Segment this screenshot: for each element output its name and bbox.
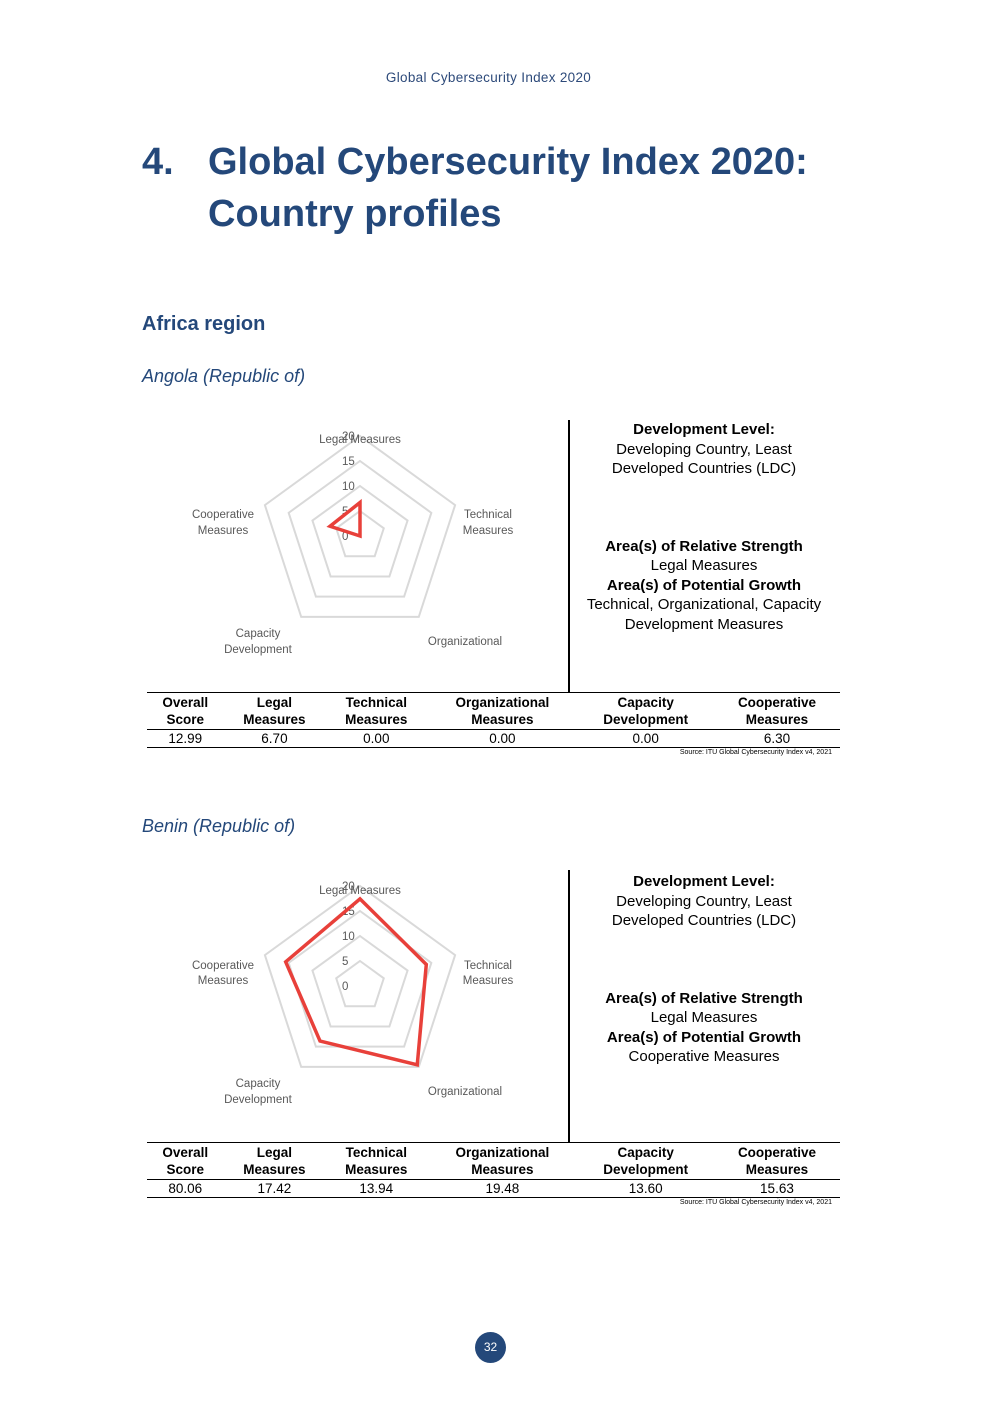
axis-label-technical: Technical [464, 509, 512, 521]
radar-chart: 0 5 10 15 20 Legal Measures Technical Measur… [192, 881, 514, 1106]
radar-gridline [335, 959, 385, 1008]
score-technical: 13.94 [325, 1179, 428, 1198]
header-technical-measures: Technical Measures [325, 1142, 428, 1180]
header-technical-measures: Technical Measures [325, 692, 428, 730]
score-technical: 0.00 [325, 729, 428, 748]
potential-growth-value: Technical, Organizational, Capacity [586, 596, 822, 613]
axis-label-technical: Measures [463, 975, 514, 987]
development-level-value: Developed Countries (LDC) [611, 460, 797, 477]
radar-tick-label: 0 [342, 531, 348, 543]
radar-tick-label: 5 [342, 956, 348, 968]
radar-gridline [287, 459, 433, 598]
source-note: Source: ITU Global Cybersecurity Index v… [679, 1199, 832, 1206]
divider-line [568, 870, 570, 1142]
country-heading: Angola (Republic of) [142, 366, 306, 386]
score-table: Overall Score Legal Measures Technical Meas… [147, 692, 840, 748]
source-note: Source: ITU Global Cybersecurity Index v… [679, 749, 832, 756]
axis-label-organizational: Organizational [428, 1086, 502, 1098]
header-legal-measures: Legal Measures [223, 1142, 326, 1180]
axis-label-cooperative: Cooperative [192, 960, 254, 972]
chapter-number: 4. [142, 141, 174, 183]
relative-strength-label: Area(s) of Relative Strength [605, 989, 803, 1007]
potential-growth-value: Cooperative Measures [628, 1048, 780, 1065]
header-overall-score: Overall Score [147, 692, 224, 730]
running-header: Global Cybersecurity Index 2020 [385, 70, 592, 85]
country-heading: Benin (Republic of) [142, 816, 296, 836]
header-cooperative-measures: Cooperative Measures [713, 692, 840, 730]
radar-tick-label: 15 [342, 906, 355, 918]
header-cooperative-measures: Cooperative Measures [713, 1142, 840, 1180]
radar-gridline [287, 909, 433, 1048]
score-capacity: 13.60 [577, 1179, 714, 1198]
header-organizational-measures: Organizational Measures [427, 1142, 578, 1180]
radar-tick-label: 15 [342, 456, 355, 468]
radar-gridline [311, 484, 409, 578]
table-row: 80.06 17.42 13.94 19.48 13.60 15.63 [147, 1179, 840, 1198]
axis-label-capacity: Development [224, 1094, 293, 1106]
chapter-title: Global Cybersecurity Index 2020: Country… [208, 141, 808, 235]
score-legal: 17.42 [223, 1179, 326, 1198]
development-level-value: Developed Countries (LDC) [611, 912, 797, 929]
score-table: Overall Score Legal Measures Technical Meas… [147, 1142, 840, 1198]
score-overall: 12.99 [147, 729, 224, 748]
profile-summary: Development Level: Developing Country, L… [575, 872, 833, 1067]
header-legal-measures: Legal Measures [223, 692, 326, 730]
radar-chart: 0 5 10 15 20 Legal Measures Technical Measur… [192, 431, 514, 656]
profile-summary: Development Level: Developing Country, L… [575, 420, 833, 634]
relative-strength-label: Area(s) of Relative Strength [605, 537, 803, 555]
radar-series-line [326, 498, 362, 539]
relative-strength-value: Legal Measures [650, 557, 758, 574]
header-overall-score: Overall Score [147, 1142, 224, 1180]
axis-label-capacity: Capacity [236, 1078, 281, 1090]
score-organizational: 19.48 [427, 1179, 578, 1198]
country-profile: 0 5 10 15 20 Legal Measures Technical Measur… [0, 870, 992, 1240]
axis-label-legal: Legal Measures [319, 434, 401, 446]
divider-line [568, 420, 570, 692]
radar-series-line [283, 896, 429, 1067]
score-organizational: 0.00 [427, 729, 578, 748]
development-level-label: Development Level: [633, 873, 775, 890]
potential-growth-value: Development Measures [624, 615, 784, 633]
radar-gridline [263, 884, 457, 1068]
axis-label-organizational: Organizational [428, 636, 502, 648]
development-level-value: Developing Country, Least [616, 440, 792, 458]
axis-label-technical: Technical [464, 960, 512, 972]
page-number: 32 [475, 1332, 506, 1363]
score-legal: 6.70 [223, 729, 326, 748]
radar-tick-label: 0 [342, 981, 348, 993]
region-heading: Africa region [142, 313, 266, 335]
radar-tick-label: 10 [342, 481, 355, 493]
axis-label-capacity: Development [224, 644, 293, 656]
axis-label-technical: Measures [463, 525, 514, 537]
score-capacity: 0.00 [577, 729, 714, 748]
radar-tick-label: 5 [342, 506, 348, 518]
radar-tick-label: 10 [342, 931, 355, 943]
axis-label-cooperative: Measures [198, 525, 249, 537]
table-row: 12.99 6.70 0.00 0.00 0.00 6.30 [147, 729, 840, 748]
axis-label-cooperative: Measures [198, 975, 249, 987]
score-overall: 80.06 [147, 1179, 224, 1198]
axis-label-capacity: Capacity [236, 628, 281, 640]
radar-gridline [335, 509, 385, 558]
header-capacity-development: Capacity Development [577, 692, 714, 730]
header-organizational-measures: Organizational Measures [427, 692, 578, 730]
potential-growth-label: Area(s) of Potential Growth [606, 576, 802, 594]
radar-gridline [263, 434, 457, 618]
radar-tick-label: 20 [342, 431, 355, 443]
header-capacity-development: Capacity Development [577, 1142, 714, 1180]
radar-tick-label: 20 [342, 881, 355, 893]
axis-label-legal: Legal Measures [319, 885, 401, 897]
score-cooperative: 15.63 [713, 1179, 840, 1198]
relative-strength-value: Legal Measures [650, 1009, 758, 1026]
axis-label-cooperative: Cooperative [192, 509, 254, 521]
radar-gridline [311, 934, 409, 1028]
score-cooperative: 6.30 [713, 729, 840, 748]
country-profile: 0 5 10 15 20 Legal Measures Technical Measur… [0, 420, 992, 790]
potential-growth-label: Area(s) of Potential Growth [606, 1028, 802, 1046]
development-level-value: Developing Country, Least [616, 892, 792, 910]
development-level-label: Development Level: [633, 421, 775, 438]
